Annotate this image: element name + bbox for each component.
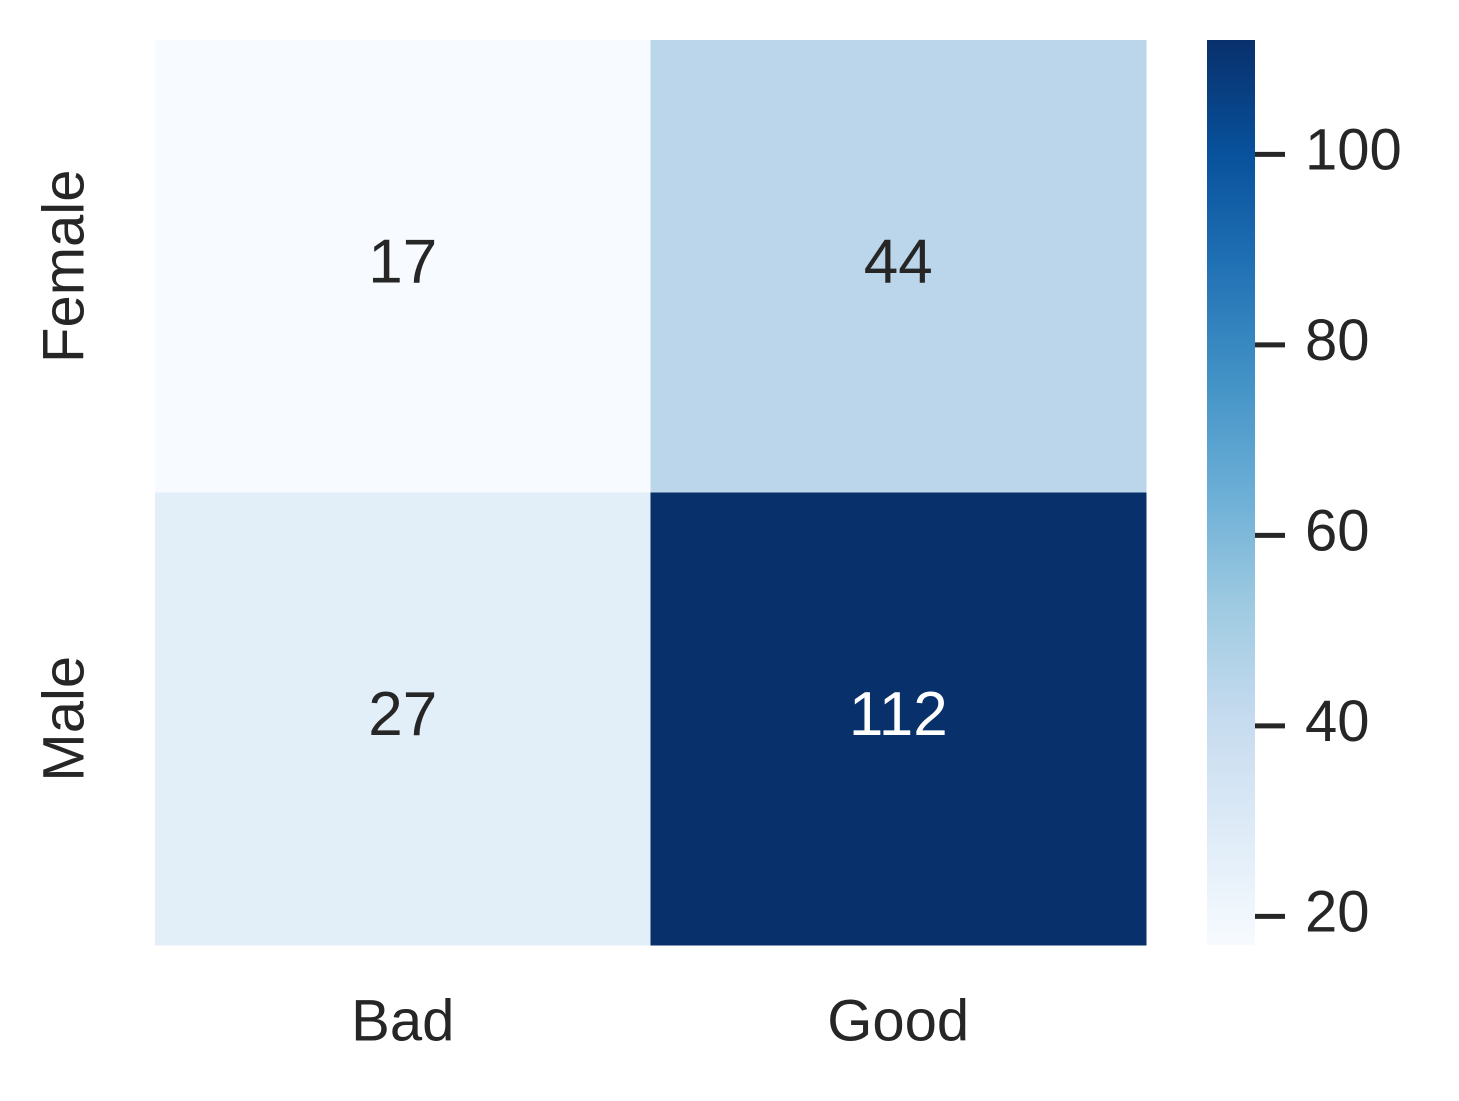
heatmap-cell: [155, 492, 651, 946]
cell-label: 27: [368, 680, 437, 749]
y-tick-label: Female: [31, 170, 96, 363]
colorbar: [1207, 40, 1255, 945]
colorbar-tick-label: 80: [1305, 308, 1370, 373]
cell-label: 44: [864, 228, 933, 297]
x-tick-label: Bad: [351, 988, 454, 1053]
colorbar-tick-label: 60: [1305, 499, 1370, 564]
cell-label: 112: [849, 680, 948, 749]
heatmap-cell: [650, 40, 1147, 493]
colorbar-tick-label: 40: [1305, 689, 1370, 754]
heatmap-cell: [650, 492, 1147, 946]
heatmap-cell: [155, 40, 651, 493]
y-tick-label: Male: [31, 656, 96, 782]
x-tick-label: Good: [827, 988, 969, 1053]
colorbar-tick-label: 20: [1305, 880, 1370, 945]
cell-label: 17: [368, 228, 437, 297]
colorbar-tick-label: 100: [1305, 118, 1402, 183]
